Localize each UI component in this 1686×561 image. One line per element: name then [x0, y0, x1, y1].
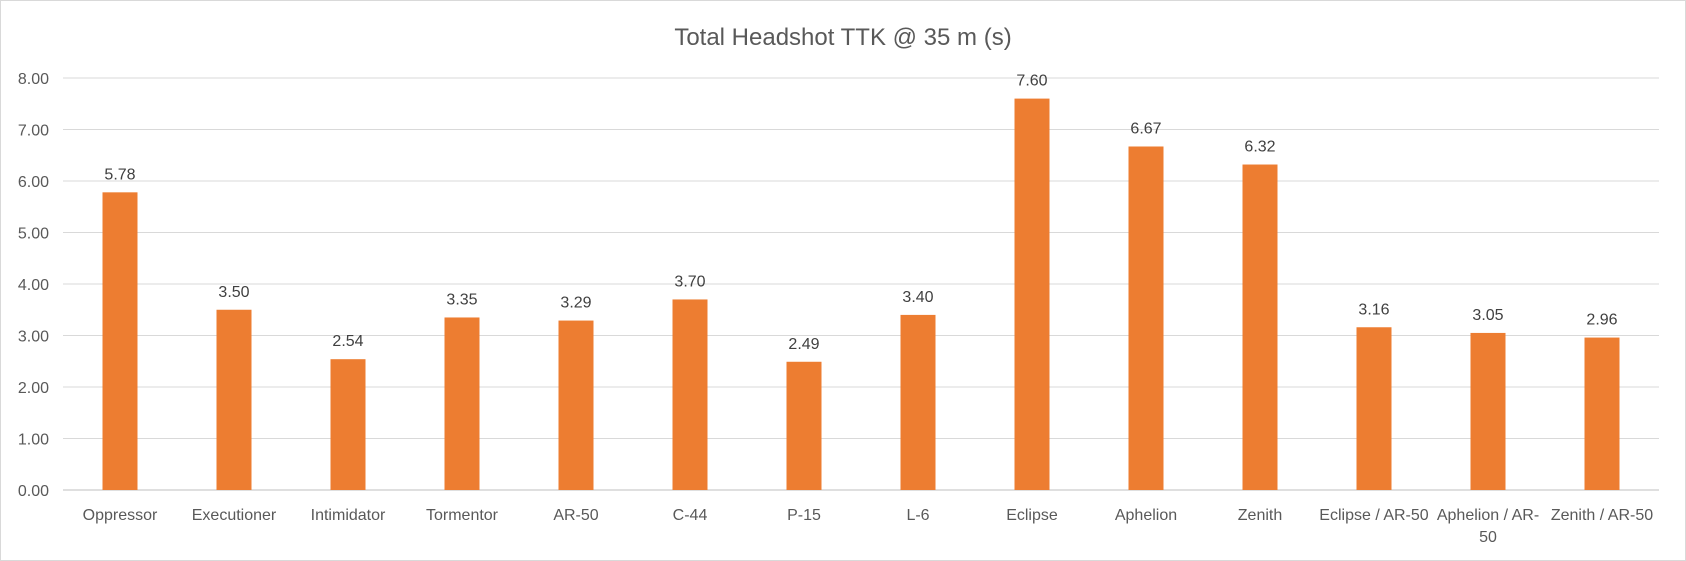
bar	[1014, 98, 1050, 490]
bar	[444, 317, 480, 490]
x-category-label: Eclipse	[1006, 507, 1058, 524]
bar	[330, 359, 366, 490]
y-tick-label: 3.00	[18, 329, 49, 346]
bar	[1356, 327, 1392, 490]
y-tick-label: 5.00	[18, 226, 49, 243]
data-label: 6.32	[1244, 139, 1275, 156]
data-label: 3.70	[674, 273, 705, 290]
y-tick-label: 6.00	[18, 174, 49, 191]
bar	[672, 299, 708, 490]
data-label: 2.96	[1586, 312, 1617, 329]
data-label: 3.50	[218, 284, 249, 301]
bar	[1470, 332, 1506, 490]
x-category-label: Zenith / AR-50	[1551, 507, 1653, 524]
y-tick-label: 7.00	[18, 123, 49, 140]
x-category-label: AR-50	[553, 507, 598, 524]
data-label: 7.60	[1016, 73, 1047, 90]
x-axis-category-labels: Oppressor Executioner Intimidator Tormentor…	[83, 507, 1654, 546]
x-category-label: P-15	[787, 507, 821, 524]
bar	[102, 192, 138, 490]
y-tick-label: 8.00	[18, 71, 49, 88]
data-labels: 5.78 3.50 2.54 3.35 3.29 3.70 2.49 3.40 7.60 6.67…	[104, 73, 1617, 353]
bars	[102, 98, 1620, 490]
x-category-label: Intimidator	[311, 507, 386, 524]
data-label: 2.54	[332, 333, 363, 350]
data-label: 2.49	[788, 336, 819, 353]
data-label: 3.29	[560, 295, 591, 312]
data-label: 3.16	[1358, 301, 1389, 318]
y-axis-tick-labels: 0.00 1.00 2.00 3.00 4.00 5.00 6.00 7.00 8.00	[18, 71, 49, 500]
data-label: 3.05	[1472, 307, 1503, 324]
y-tick-label: 4.00	[18, 277, 49, 294]
x-category-label: 50	[1479, 529, 1497, 546]
bar	[1584, 337, 1620, 490]
x-category-label: Aphelion	[1115, 507, 1177, 524]
x-category-label: Aphelion / AR-	[1437, 507, 1539, 524]
bar	[216, 309, 252, 490]
bar	[1242, 164, 1278, 490]
y-tick-label: 2.00	[18, 380, 49, 397]
x-category-label: L-6	[906, 507, 929, 524]
y-tick-label: 0.00	[18, 483, 49, 500]
data-label: 6.67	[1130, 120, 1161, 137]
x-category-label: C-44	[673, 507, 708, 524]
chart-title: Total Headshot TTK @ 35 m (s)	[674, 24, 1011, 51]
data-label: 3.40	[902, 289, 933, 306]
bar	[1128, 146, 1164, 490]
x-category-label: Tormentor	[426, 507, 499, 524]
x-category-label: Executioner	[192, 507, 277, 524]
gridlines	[63, 77, 1659, 491]
x-category-label: Oppressor	[83, 507, 158, 524]
x-category-label: Eclipse / AR-50	[1319, 507, 1428, 524]
data-label: 5.78	[104, 166, 135, 183]
x-category-label: Zenith	[1238, 507, 1282, 524]
y-tick-label: 1.00	[18, 432, 49, 449]
data-label: 3.35	[446, 291, 477, 308]
bar	[558, 320, 594, 490]
bar	[900, 314, 936, 490]
bar	[786, 361, 822, 490]
